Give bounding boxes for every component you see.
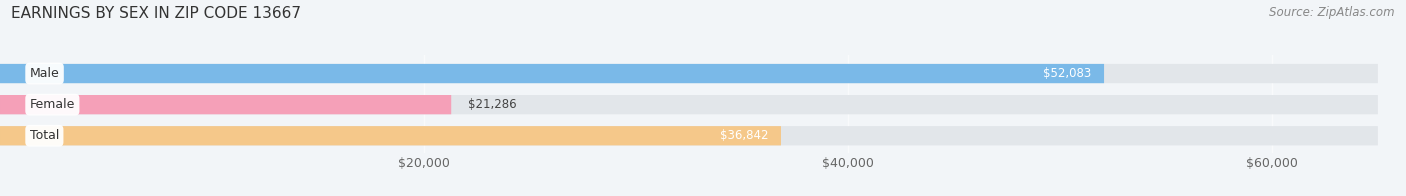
FancyBboxPatch shape [0,126,780,145]
Text: $21,286: $21,286 [468,98,517,111]
Text: $36,842: $36,842 [720,129,768,142]
Text: $52,083: $52,083 [1043,67,1091,80]
Text: Male: Male [30,67,59,80]
Text: Source: ZipAtlas.com: Source: ZipAtlas.com [1270,6,1395,19]
FancyBboxPatch shape [0,64,1104,83]
FancyBboxPatch shape [0,95,451,114]
FancyBboxPatch shape [0,126,1378,145]
Text: Female: Female [30,98,75,111]
Text: EARNINGS BY SEX IN ZIP CODE 13667: EARNINGS BY SEX IN ZIP CODE 13667 [11,6,301,21]
FancyBboxPatch shape [0,64,1378,83]
FancyBboxPatch shape [0,95,1378,114]
Text: Total: Total [30,129,59,142]
